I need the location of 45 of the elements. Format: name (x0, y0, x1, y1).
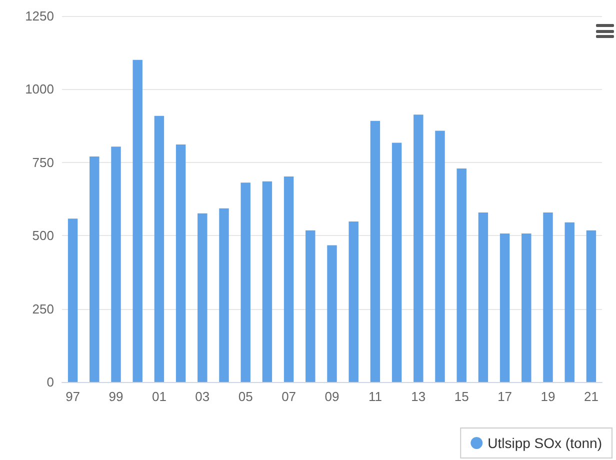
bar (522, 234, 532, 382)
bar (284, 176, 294, 382)
x-tick-label: 97 (66, 389, 80, 404)
bar (478, 212, 488, 382)
bar (564, 222, 574, 382)
x-tick-label: 13 (411, 389, 426, 404)
x-tick-label: 19 (540, 389, 556, 404)
bar (306, 230, 316, 382)
x-tick-label: 07 (282, 389, 296, 404)
bar (90, 156, 100, 382)
x-tick-label: 05 (238, 389, 253, 404)
y-tick-label: 500 (32, 228, 54, 244)
bar (132, 60, 142, 382)
bar (111, 146, 121, 382)
x-tick-label: 99 (108, 389, 124, 404)
y-tick-label: 1250 (25, 8, 54, 24)
bar (392, 142, 402, 382)
bar (68, 218, 78, 382)
x-tick-label: 17 (498, 389, 512, 404)
x-tick-label: 01 (152, 389, 166, 404)
bar (348, 222, 358, 382)
y-tick-label: 250 (32, 301, 54, 316)
bar (414, 114, 424, 382)
bar (198, 213, 208, 382)
bar (435, 130, 445, 382)
bar (262, 181, 272, 382)
x-tick-label: 09 (324, 389, 340, 404)
bar (240, 182, 250, 382)
legend-label: Utlsipp SOx (tonn) (488, 435, 602, 451)
bar (370, 120, 380, 382)
x-tick-label: 15 (454, 389, 469, 404)
y-tick-label: 750 (32, 154, 54, 170)
bar (500, 234, 510, 382)
bar (327, 245, 337, 382)
x-tick-label: 21 (584, 389, 598, 404)
x-tick-label: 11 (368, 389, 382, 404)
bar (543, 212, 553, 382)
x-tick-label: 03 (195, 389, 210, 404)
bar (219, 208, 229, 382)
bar (176, 144, 186, 382)
y-tick-label: 0 (46, 374, 54, 390)
bar (456, 168, 466, 382)
bar (154, 116, 164, 382)
y-tick-label: 1000 (25, 82, 54, 97)
bar (586, 230, 596, 382)
